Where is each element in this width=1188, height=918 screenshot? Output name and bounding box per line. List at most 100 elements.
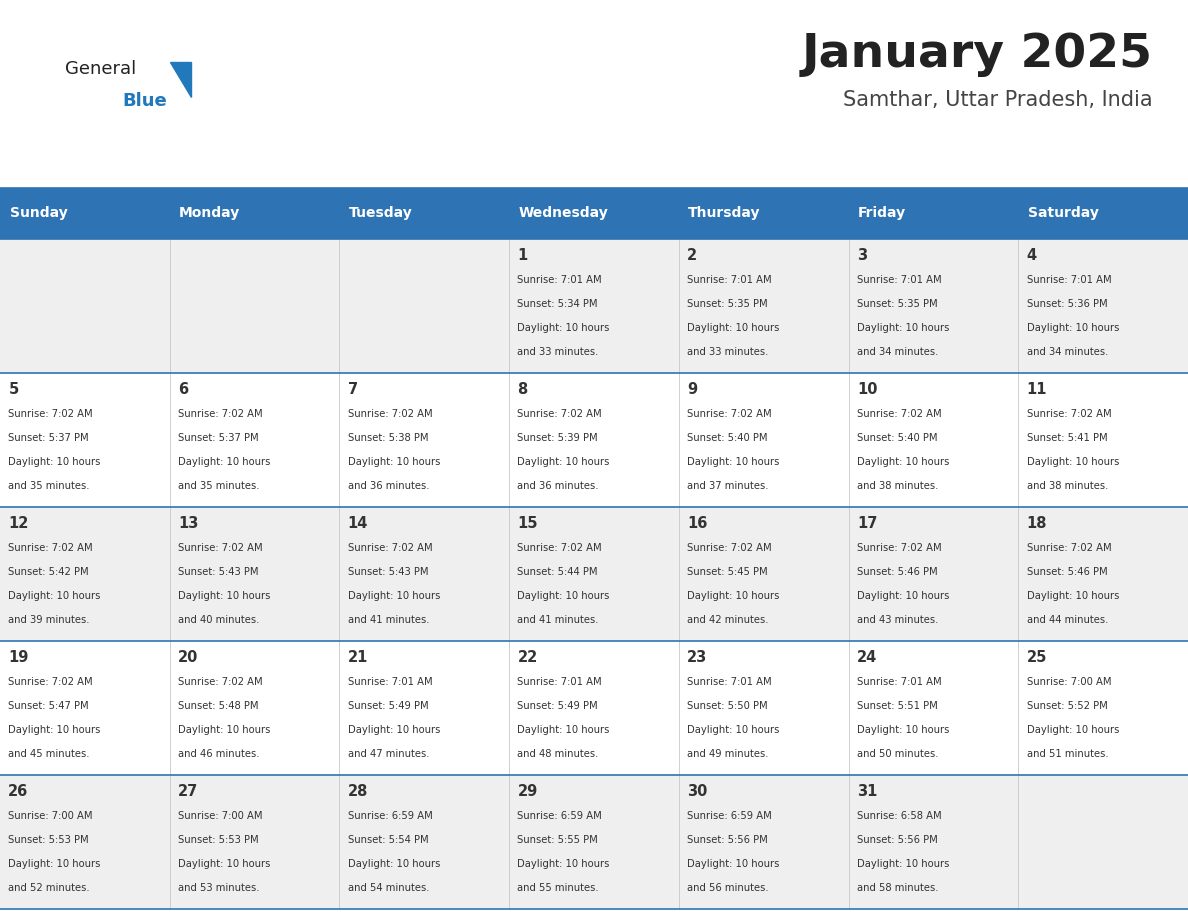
Text: Daylight: 10 hours: Daylight: 10 hours [348,591,440,601]
Text: and 38 minutes.: and 38 minutes. [857,481,939,491]
Text: Daylight: 10 hours: Daylight: 10 hours [348,457,440,467]
Text: 17: 17 [857,516,877,531]
Text: 6: 6 [178,382,188,397]
Text: Sunrise: 7:02 AM: Sunrise: 7:02 AM [518,543,602,553]
Text: Sunset: 5:46 PM: Sunset: 5:46 PM [857,566,937,577]
Text: Sunrise: 7:02 AM: Sunrise: 7:02 AM [687,409,772,419]
Text: 8: 8 [518,382,527,397]
Text: Sunrise: 6:59 AM: Sunrise: 6:59 AM [518,811,602,821]
Text: Daylight: 10 hours: Daylight: 10 hours [687,725,779,735]
Text: and 33 minutes.: and 33 minutes. [687,347,769,357]
Text: Daylight: 10 hours: Daylight: 10 hours [518,457,609,467]
Text: Sunrise: 7:01 AM: Sunrise: 7:01 AM [518,677,602,687]
Text: and 36 minutes.: and 36 minutes. [348,481,429,491]
Text: Daylight: 10 hours: Daylight: 10 hours [1026,725,1119,735]
Text: and 53 minutes.: and 53 minutes. [178,883,259,893]
Bar [0,188,170,239]
Text: Daylight: 10 hours: Daylight: 10 hours [178,591,271,601]
Text: Sunset: 5:49 PM: Sunset: 5:49 PM [348,700,429,711]
Text: 19: 19 [8,650,29,665]
Bar [0,641,1188,775]
Text: 9: 9 [687,382,697,397]
Text: Sunset: 5:53 PM: Sunset: 5:53 PM [8,834,89,845]
Text: 2: 2 [687,248,697,263]
Text: 4: 4 [1026,248,1037,263]
Text: and 40 minutes.: and 40 minutes. [178,615,259,625]
Text: 21: 21 [348,650,368,665]
Text: Daylight: 10 hours: Daylight: 10 hours [518,725,609,735]
Text: Sunrise: 7:01 AM: Sunrise: 7:01 AM [857,677,942,687]
Text: Sunset: 5:43 PM: Sunset: 5:43 PM [178,566,259,577]
Text: Tuesday: Tuesday [349,207,412,220]
Text: and 36 minutes.: and 36 minutes. [518,481,599,491]
Text: Sunrise: 7:02 AM: Sunrise: 7:02 AM [1026,409,1111,419]
Text: Sunset: 5:49 PM: Sunset: 5:49 PM [518,700,598,711]
Bar [0,507,1188,641]
Text: Sunset: 5:46 PM: Sunset: 5:46 PM [1026,566,1107,577]
Text: Sunrise: 7:02 AM: Sunrise: 7:02 AM [687,543,772,553]
Text: 28: 28 [348,784,368,799]
Text: Daylight: 10 hours: Daylight: 10 hours [518,859,609,869]
Text: Saturday: Saturday [1028,207,1099,220]
Text: Daylight: 10 hours: Daylight: 10 hours [348,725,440,735]
Text: Sunset: 5:40 PM: Sunset: 5:40 PM [857,432,937,442]
Text: Daylight: 10 hours: Daylight: 10 hours [687,859,779,869]
Text: Sunset: 5:45 PM: Sunset: 5:45 PM [687,566,767,577]
Text: Sunset: 5:38 PM: Sunset: 5:38 PM [348,432,428,442]
Bar [0,775,1188,909]
Text: Daylight: 10 hours: Daylight: 10 hours [178,859,271,869]
Text: Sunset: 5:53 PM: Sunset: 5:53 PM [178,834,259,845]
Text: and 41 minutes.: and 41 minutes. [348,615,429,625]
Text: 26: 26 [8,784,29,799]
Text: 10: 10 [857,382,878,397]
Text: Sunset: 5:55 PM: Sunset: 5:55 PM [518,834,599,845]
Text: Sunrise: 7:02 AM: Sunrise: 7:02 AM [178,409,263,419]
Text: and 51 minutes.: and 51 minutes. [1026,749,1108,759]
Text: 30: 30 [687,784,708,799]
Text: Sunset: 5:40 PM: Sunset: 5:40 PM [687,432,767,442]
Text: Sunset: 5:48 PM: Sunset: 5:48 PM [178,700,259,711]
Text: Daylight: 10 hours: Daylight: 10 hours [8,725,101,735]
Text: Daylight: 10 hours: Daylight: 10 hours [348,859,440,869]
Text: 11: 11 [1026,382,1047,397]
Text: Sunset: 5:37 PM: Sunset: 5:37 PM [8,432,89,442]
Text: Sunset: 5:43 PM: Sunset: 5:43 PM [348,566,428,577]
Text: 27: 27 [178,784,198,799]
Text: Sunset: 5:56 PM: Sunset: 5:56 PM [857,834,937,845]
Text: and 52 minutes.: and 52 minutes. [8,883,90,893]
Text: 1: 1 [518,248,527,263]
Text: and 56 minutes.: and 56 minutes. [687,883,769,893]
Text: 16: 16 [687,516,708,531]
Text: Daylight: 10 hours: Daylight: 10 hours [1026,457,1119,467]
Polygon shape [170,62,191,97]
Text: and 54 minutes.: and 54 minutes. [348,883,429,893]
Text: Sunset: 5:35 PM: Sunset: 5:35 PM [857,298,937,308]
Text: Sunrise: 7:01 AM: Sunrise: 7:01 AM [687,677,772,687]
Text: Sunset: 5:51 PM: Sunset: 5:51 PM [857,700,937,711]
Text: Sunrise: 7:02 AM: Sunrise: 7:02 AM [178,543,263,553]
Text: Sunday: Sunday [10,207,68,220]
Text: 7: 7 [348,382,358,397]
Text: Sunset: 5:47 PM: Sunset: 5:47 PM [8,700,89,711]
Text: Monday: Monday [179,207,240,220]
Text: Sunset: 5:52 PM: Sunset: 5:52 PM [1026,700,1107,711]
Text: and 34 minutes.: and 34 minutes. [857,347,939,357]
Text: and 33 minutes.: and 33 minutes. [518,347,599,357]
Text: and 44 minutes.: and 44 minutes. [1026,615,1108,625]
Text: 31: 31 [857,784,877,799]
Text: Sunset: 5:44 PM: Sunset: 5:44 PM [518,566,598,577]
Text: Sunrise: 7:02 AM: Sunrise: 7:02 AM [8,409,93,419]
Text: Sunrise: 6:58 AM: Sunrise: 6:58 AM [857,811,942,821]
Text: Sunrise: 7:01 AM: Sunrise: 7:01 AM [857,274,942,285]
Text: Daylight: 10 hours: Daylight: 10 hours [8,457,101,467]
Text: Sunset: 5:50 PM: Sunset: 5:50 PM [687,700,767,711]
Text: 20: 20 [178,650,198,665]
Text: Sunset: 5:37 PM: Sunset: 5:37 PM [178,432,259,442]
Text: Daylight: 10 hours: Daylight: 10 hours [518,591,609,601]
Text: Daylight: 10 hours: Daylight: 10 hours [1026,591,1119,601]
Text: Daylight: 10 hours: Daylight: 10 hours [687,323,779,333]
Bar [0,373,1188,507]
Text: 22: 22 [518,650,538,665]
Text: Sunrise: 7:00 AM: Sunrise: 7:00 AM [178,811,263,821]
Text: Daylight: 10 hours: Daylight: 10 hours [8,591,101,601]
